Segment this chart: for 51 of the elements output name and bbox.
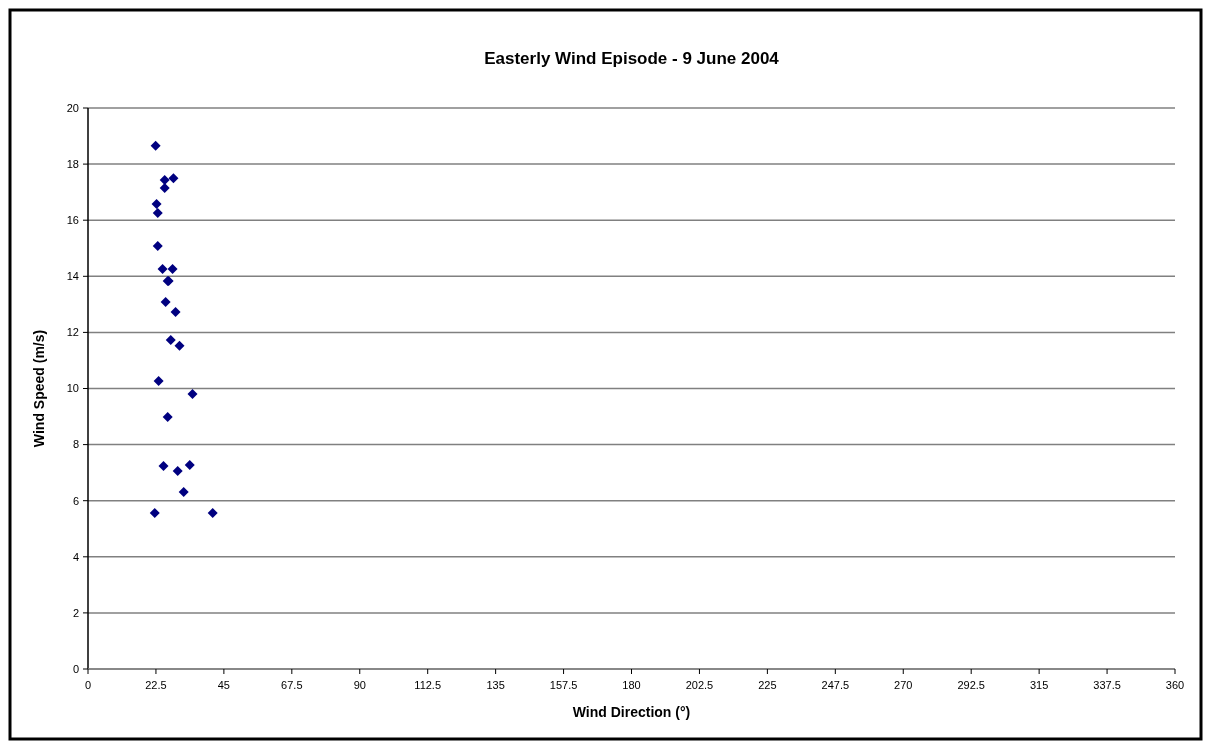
point: [178, 487, 189, 497]
y-tick-label: 8: [72, 438, 79, 451]
x-tick-label: 270: [894, 679, 913, 691]
x-tick-label: 360: [1165, 679, 1185, 691]
x-tick-label: 247.5: [821, 679, 850, 691]
y-tick-label: 6: [72, 494, 79, 507]
x-tick-label: 22.5: [145, 679, 167, 691]
y-tick-label: 4: [72, 550, 79, 563]
x-tick-label: 157.5: [549, 679, 578, 691]
point: [172, 465, 183, 476]
point: [153, 375, 164, 386]
y-tick-label: 2: [72, 606, 79, 619]
point: [168, 173, 179, 184]
y-tick-label: 10: [66, 382, 79, 395]
y-tick-label: 18: [66, 157, 79, 170]
point: [149, 508, 160, 519]
x-tick-label: 315: [1029, 679, 1049, 691]
point: [170, 306, 181, 317]
x-tick-label: 180: [622, 679, 641, 691]
point: [150, 140, 161, 151]
x-tick-label: 135: [486, 679, 505, 691]
point: [158, 460, 169, 471]
point: [165, 334, 176, 345]
y-tick-label: 16: [66, 214, 79, 227]
point: [184, 460, 195, 471]
x-axis-title: Wind Direction (°): [572, 704, 691, 720]
point: [207, 508, 218, 519]
x-tick-label: 337.5: [1093, 679, 1121, 691]
y-tick-label: 14: [66, 270, 79, 283]
x-tick-label: 225: [758, 679, 777, 691]
point: [167, 264, 178, 275]
x-tick-label: 45: [217, 679, 230, 691]
x-tick-label: 90: [353, 679, 366, 691]
x-tick-label: 292.5: [957, 679, 985, 691]
y-tick-label: 0: [72, 662, 79, 675]
y-tick-label: 12: [66, 326, 79, 339]
point: [152, 241, 163, 252]
point: [151, 198, 162, 209]
x-tick-label: 112.5: [414, 679, 442, 691]
y-axis-title: Wind Speed (m/s): [31, 329, 47, 448]
y-tick-label: 20: [66, 101, 79, 114]
point: [152, 207, 163, 218]
x-tick-label: 67.5: [281, 679, 303, 691]
point: [160, 297, 171, 308]
point: [174, 340, 185, 351]
x-tick-label: 0: [84, 679, 92, 691]
point: [162, 412, 173, 423]
x-tick-label: 202.5: [685, 679, 714, 691]
point: [187, 389, 198, 400]
chart-title: Easterly Wind Episode - 9 June 2004: [484, 49, 780, 68]
point: [157, 264, 168, 275]
